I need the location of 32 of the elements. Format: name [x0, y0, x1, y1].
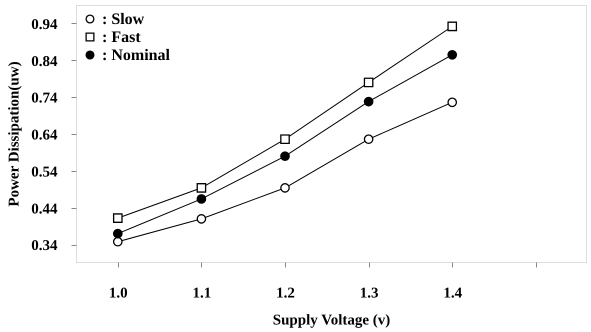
point — [364, 78, 374, 88]
y-tick-label: 0.64 — [31, 128, 58, 144]
legend-label: : Slow — [102, 11, 145, 28]
point — [112, 236, 123, 247]
point — [112, 213, 123, 223]
x-tick-label: 1.0 — [108, 286, 128, 302]
point — [447, 22, 458, 32]
point — [196, 183, 206, 193]
point — [280, 134, 290, 144]
legend-label: : Fast — [102, 29, 142, 46]
y-tick-label: 0.74 — [31, 90, 58, 107]
x-tick-label: 1.3 — [360, 286, 378, 302]
x-tick-label: 1.2 — [276, 286, 295, 302]
y-tick-label: 0.44 — [31, 201, 58, 218]
point — [364, 134, 374, 144]
point — [280, 183, 290, 193]
x-tick-label: 1.4 — [443, 286, 463, 302]
y-tick-label: 0.54 — [31, 164, 58, 180]
x-axis-title: Supply Voltage (v) — [272, 312, 390, 328]
y-axis-title: Power Dissipation(uw) — [6, 61, 22, 207]
point — [364, 96, 374, 106]
y-tick-label: 0.94 — [31, 16, 58, 33]
point — [280, 151, 290, 161]
point — [447, 50, 458, 60]
y-tick-label: 0.34 — [31, 238, 58, 254]
y-tick-label: 0.84 — [31, 54, 58, 70]
point — [196, 214, 206, 224]
x-tick-label: 1.1 — [192, 286, 212, 302]
point — [112, 228, 123, 238]
point — [447, 98, 458, 108]
legend-label: : Nominal — [102, 47, 171, 64]
point — [196, 194, 206, 204]
